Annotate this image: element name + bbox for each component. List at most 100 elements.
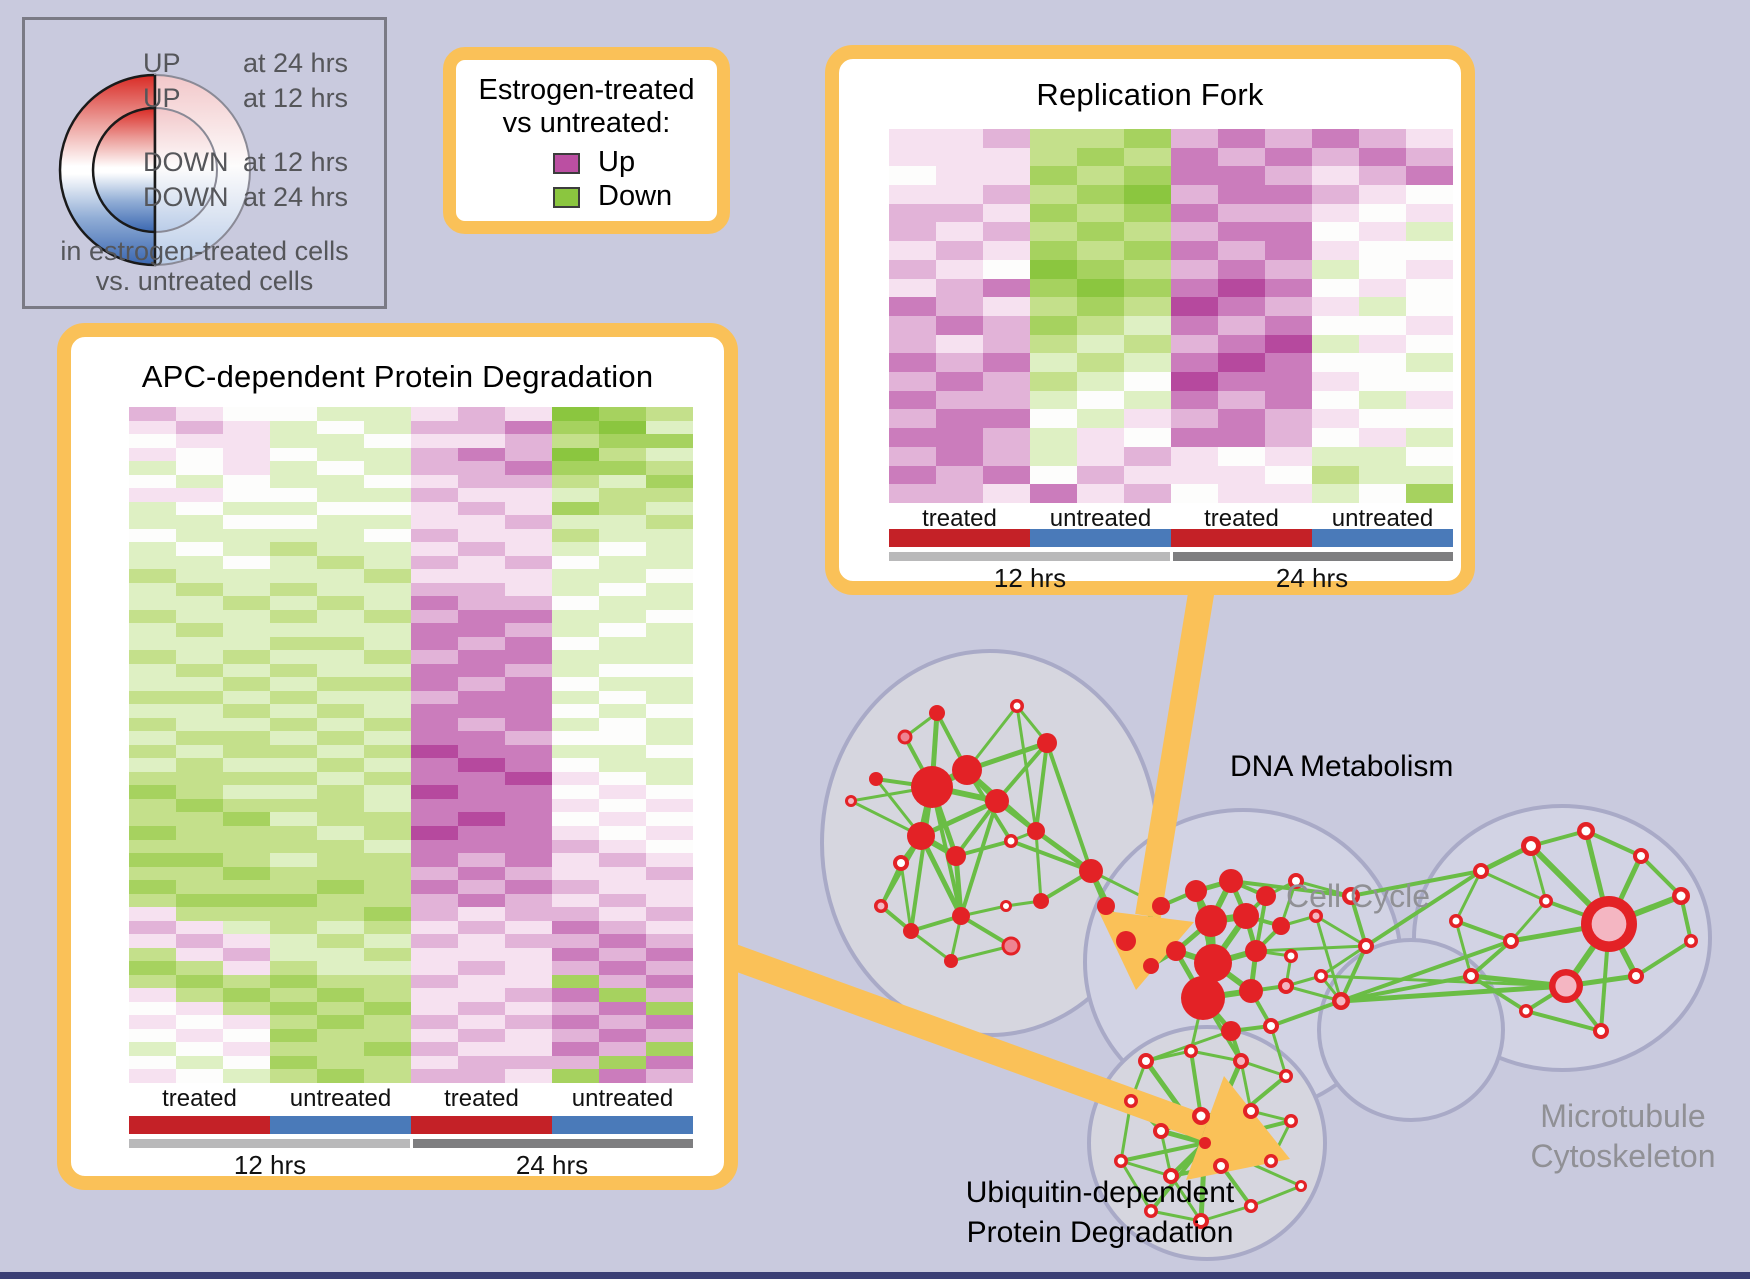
heatmap-cell <box>364 1055 411 1070</box>
heatmap-cell <box>1218 315 1265 335</box>
replication-fork-panel: Replication Fork treated untreated treated… <box>825 45 1475 595</box>
heatmap-cell <box>270 758 317 772</box>
heatmap-cell <box>505 515 552 529</box>
heatmap-cell <box>129 866 176 881</box>
heatmap-cell <box>176 893 223 908</box>
heatmap-cell <box>552 934 599 948</box>
heatmap-cell <box>1077 409 1124 429</box>
heatmap-cell <box>505 569 552 583</box>
heatmap-cell <box>364 731 411 745</box>
heatmap-cell <box>364 825 411 840</box>
heatmap-cell <box>646 758 693 772</box>
heatmap-cell <box>176 853 223 867</box>
heatmap-cell <box>505 434 552 448</box>
heatmap-cell <box>505 407 552 421</box>
heatmap-cell <box>1359 353 1406 373</box>
untreated-bar <box>270 1116 411 1134</box>
heatmap-cell <box>1406 372 1453 391</box>
heatmap-cell <box>1218 166 1265 186</box>
heatmap-cell <box>599 907 646 921</box>
heatmap-cell <box>129 974 176 989</box>
heatmap-cell <box>270 1069 317 1083</box>
gene-node-center-58 <box>1452 917 1460 925</box>
heatmap-cell <box>599 515 646 529</box>
heatmap-cell <box>223 744 270 759</box>
heatmap-cell <box>552 515 599 529</box>
heatmap-cell <box>889 203 936 223</box>
heatmap-cell <box>936 203 983 223</box>
heatmap-cell <box>505 1028 552 1043</box>
heatmap-cell <box>1218 278 1265 298</box>
gene-node-center-52 <box>1591 906 1627 942</box>
figure-bottom-border <box>0 1272 1750 1279</box>
heatmap-cell <box>646 555 693 570</box>
heatmap-cell <box>411 420 458 435</box>
gene-node-center-76 <box>1197 1217 1205 1225</box>
heatmap-cell <box>552 947 599 962</box>
heatmap-cell <box>936 297 983 316</box>
heatmap-cell <box>176 731 223 745</box>
gene-node-31 <box>1233 903 1259 929</box>
time-label-24hrs: 24 hrs <box>1275 563 1349 593</box>
heatmap-cell <box>936 484 983 503</box>
network-edge <box>1454 920 1473 977</box>
heatmap-cell <box>270 961 317 975</box>
heatmap-cell <box>176 907 223 921</box>
heatmap-cell <box>458 947 505 962</box>
up-color-swatch <box>553 153 580 174</box>
heatmap-cell <box>936 334 983 354</box>
heatmap-cell <box>646 1015 693 1029</box>
heatmap-cell <box>552 839 599 854</box>
heatmap-cell <box>176 515 223 529</box>
gene-node-11 <box>946 846 966 866</box>
heatmap-cell <box>411 677 458 691</box>
heatmap-cell <box>1265 428 1312 447</box>
heatmap-cell <box>364 893 411 908</box>
heatmap-cell <box>411 785 458 799</box>
heatmap-cell <box>270 1001 317 1016</box>
heatmap-cell <box>1030 297 1077 316</box>
heatmap-cell <box>317 596 364 610</box>
gene-node-8 <box>985 789 1009 813</box>
heatmap-cell <box>270 1055 317 1070</box>
heatmap-cell <box>270 690 317 705</box>
heatmap-cell <box>364 542 411 556</box>
heatmap-cell <box>129 596 176 610</box>
heatmap-cell <box>646 866 693 881</box>
heatmap-cell <box>458 690 505 705</box>
heatmap-cell <box>599 1028 646 1043</box>
heatmap-cell <box>983 428 1030 447</box>
network-edge <box>1034 830 1043 902</box>
heatmap-cell <box>270 771 317 786</box>
gene-node-center-60 <box>1522 1007 1530 1015</box>
heatmap-cell <box>552 650 599 664</box>
heatmap-cell <box>223 974 270 989</box>
heatmap-cell <box>1312 259 1359 279</box>
heatmap-cell <box>364 947 411 962</box>
heatmap-cell <box>1312 315 1359 335</box>
heatmap-cell <box>1030 203 1077 223</box>
heatmap-cell <box>364 528 411 543</box>
microtubule-label-line2: Cytoskeleton <box>1530 1138 1716 1174</box>
heatmap-cell <box>411 771 458 786</box>
heatmap-cell <box>889 222 936 242</box>
heatmap-cell <box>1265 390 1312 410</box>
heatmap-cell <box>270 893 317 908</box>
heatmap-cell <box>1359 222 1406 242</box>
heatmap-cell <box>317 853 364 867</box>
heatmap-cell <box>411 907 458 921</box>
heatmap-cell <box>889 259 936 279</box>
heatmap-cell <box>889 353 936 373</box>
heatmap-cell <box>223 934 270 948</box>
heatmap-cell <box>317 1055 364 1070</box>
heatmap-cell <box>129 988 176 1002</box>
gene-node-center-43 <box>1267 1022 1275 1030</box>
gene-node-center-64 <box>1237 1057 1245 1065</box>
heatmap-cell <box>599 474 646 489</box>
heatmap-cell <box>646 1055 693 1070</box>
heatmap-cell <box>1171 315 1218 335</box>
heatmap-cell <box>458 555 505 570</box>
time-label-24hrs: 24 hrs <box>515 1150 589 1180</box>
heatmap-cell <box>176 1069 223 1083</box>
heatmap-cell <box>552 717 599 732</box>
